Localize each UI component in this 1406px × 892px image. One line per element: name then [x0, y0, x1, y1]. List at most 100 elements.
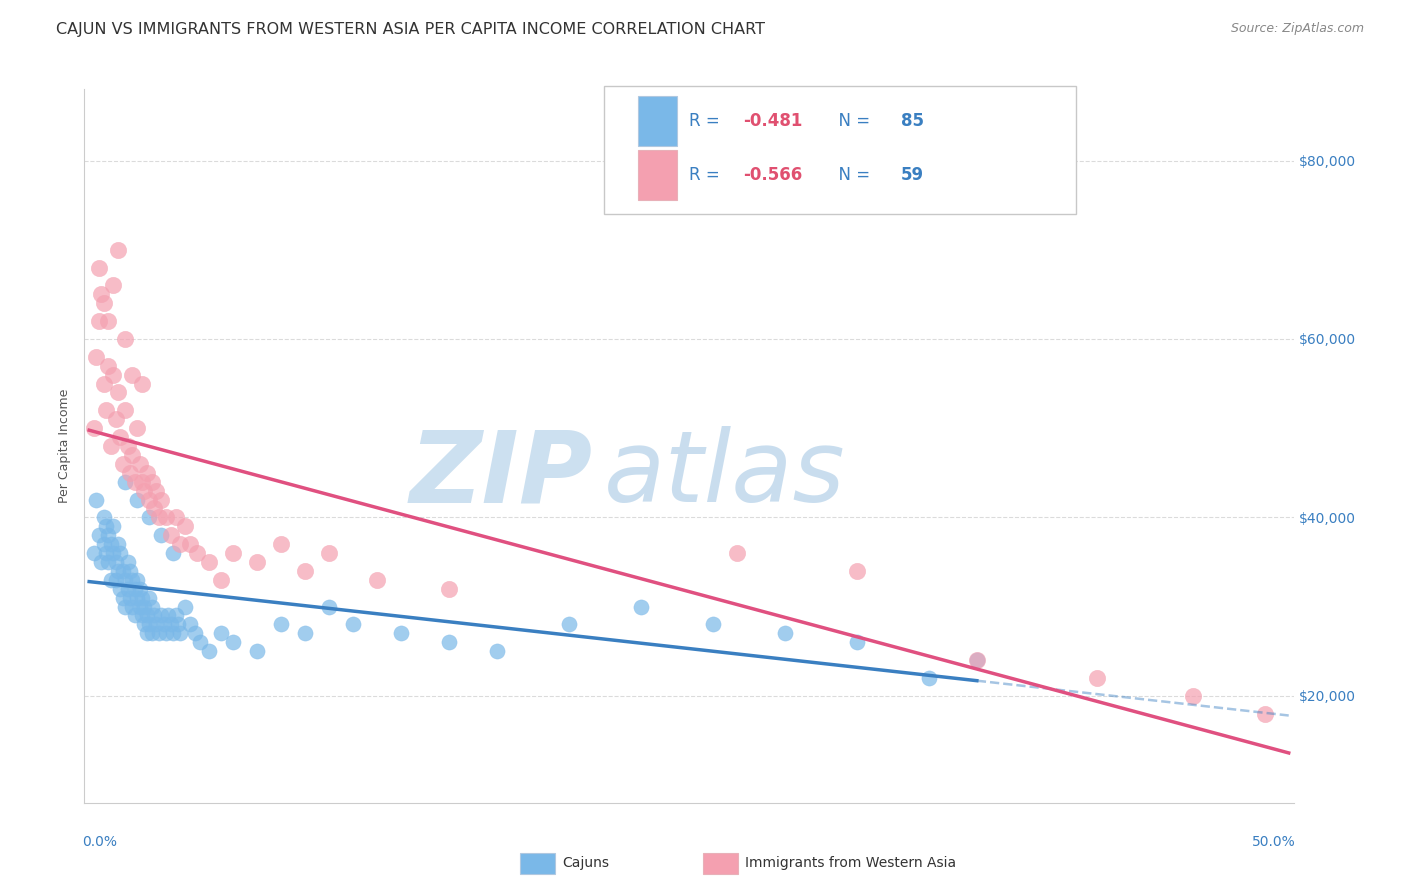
Point [93, 296, 115, 310]
Point [209, 573, 232, 587]
Point [124, 475, 146, 489]
Text: N =: N = [828, 166, 876, 184]
Point [222, 635, 245, 649]
Point [1254, 706, 1277, 721]
Point [111, 457, 134, 471]
Point [127, 421, 149, 435]
Point [148, 510, 170, 524]
Point [138, 492, 160, 507]
Point [117, 555, 139, 569]
Point [174, 519, 197, 533]
Point [101, 546, 124, 560]
Point [186, 546, 208, 560]
Point [1085, 671, 1108, 685]
Point [159, 617, 181, 632]
Point [107, 385, 129, 400]
Point [121, 573, 143, 587]
Point [104, 573, 127, 587]
Point [155, 510, 177, 524]
Point [100, 439, 122, 453]
Point [366, 573, 388, 587]
Point [246, 644, 269, 658]
Point [167, 617, 190, 632]
Point [845, 635, 868, 649]
Point [198, 644, 221, 658]
Point [630, 599, 652, 614]
Point [111, 564, 134, 578]
Point [131, 591, 153, 605]
FancyBboxPatch shape [605, 86, 1076, 214]
Point [83, 421, 105, 435]
Point [165, 608, 187, 623]
Point [159, 528, 181, 542]
Point [114, 332, 136, 346]
Point [1181, 689, 1204, 703]
Point [111, 591, 134, 605]
Point [702, 617, 724, 632]
Point [150, 528, 173, 542]
Point [485, 644, 508, 658]
Text: 59: 59 [901, 166, 924, 184]
Point [128, 457, 150, 471]
Point [110, 582, 132, 596]
Point [179, 617, 201, 632]
Point [110, 430, 132, 444]
Point [131, 376, 153, 391]
Point [558, 617, 581, 632]
Point [773, 626, 796, 640]
Point [114, 573, 136, 587]
Point [87, 314, 110, 328]
Point [87, 260, 110, 275]
Point [270, 617, 292, 632]
Point [725, 546, 748, 560]
Point [131, 608, 153, 623]
Point [86, 350, 108, 364]
Text: R =: R = [689, 112, 725, 130]
Point [389, 626, 412, 640]
Point [128, 582, 150, 596]
Point [179, 537, 201, 551]
Point [90, 287, 112, 301]
Point [114, 475, 136, 489]
Point [97, 528, 120, 542]
Point [169, 626, 191, 640]
Point [966, 653, 988, 667]
Point [152, 617, 174, 632]
Point [101, 519, 124, 533]
Point [107, 537, 129, 551]
Point [94, 519, 117, 533]
Point [198, 555, 221, 569]
Point [134, 617, 156, 632]
Point [162, 626, 184, 640]
Point [83, 546, 105, 560]
Point [270, 537, 292, 551]
Point [294, 564, 316, 578]
Point [209, 626, 232, 640]
Point [141, 599, 163, 614]
Point [135, 626, 157, 640]
Point [131, 475, 153, 489]
Point [86, 492, 108, 507]
Text: CAJUN VS IMMIGRANTS FROM WESTERN ASIA PER CAPITA INCOME CORRELATION CHART: CAJUN VS IMMIGRANTS FROM WESTERN ASIA PE… [56, 22, 765, 37]
Text: Source: ZipAtlas.com: Source: ZipAtlas.com [1230, 22, 1364, 36]
Point [97, 359, 120, 373]
Point [114, 599, 136, 614]
Text: 0.0%: 0.0% [82, 835, 117, 849]
Point [101, 278, 124, 293]
Text: Immigrants from Western Asia: Immigrants from Western Asia [745, 856, 956, 871]
Point [107, 243, 129, 257]
Point [165, 510, 187, 524]
Point [124, 608, 146, 623]
Bar [638, 150, 676, 200]
Point [94, 546, 117, 560]
Text: 50.0%: 50.0% [1253, 835, 1296, 849]
Point [127, 492, 149, 507]
Point [127, 591, 149, 605]
Point [342, 617, 364, 632]
Point [100, 573, 122, 587]
Point [134, 599, 156, 614]
Point [135, 466, 157, 480]
Point [104, 555, 127, 569]
Point [93, 376, 115, 391]
Point [118, 466, 141, 480]
